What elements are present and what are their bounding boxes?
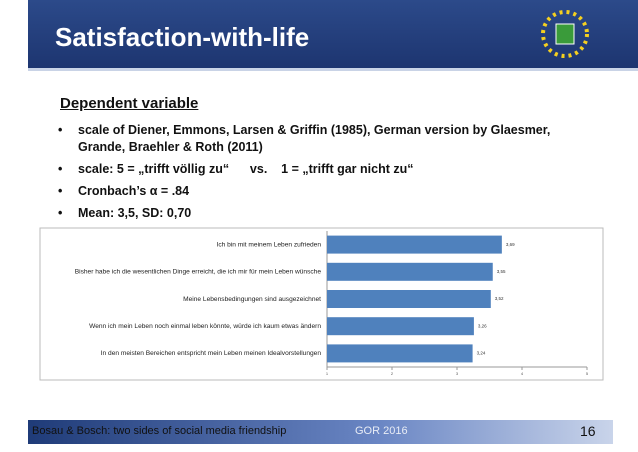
x-tick-label: 5 [586, 371, 589, 376]
footer-band [28, 420, 613, 444]
bullet: Mean: 3,5, SD: 0,70 [52, 205, 572, 222]
page-number: 16 [580, 423, 596, 439]
footer-text: Bosau & Bosch: two sides of social media… [32, 425, 287, 437]
logo [541, 10, 589, 58]
category-label: Bisher habe ich die wesentlichen Dinge e… [75, 269, 322, 276]
category-label: Meine Lebensbedingungen sind ausgezeichn… [183, 296, 321, 303]
bar [327, 317, 474, 336]
x-tick-label: 4 [521, 371, 524, 376]
x-tick-label: 3 [456, 371, 459, 376]
bullet: scale of Diener, Emmons, Larsen & Griffi… [52, 122, 572, 156]
x-tick-label: 2 [391, 371, 394, 376]
bullet: scale: 5 = „trifft völlig zu“ vs. 1 = „t… [52, 161, 572, 178]
value-label: 3,24 [477, 351, 486, 356]
chart-frame [39, 227, 604, 381]
value-label: 3,52 [495, 296, 504, 301]
slide-title: Satisfaction-with-life [55, 22, 310, 52]
bar [327, 290, 491, 308]
bullet: Cronbach’s α = .84 [52, 183, 572, 200]
header-band [28, 0, 638, 71]
bar [327, 344, 473, 363]
category-label: Wenn ich mein Leben noch einmal leben kö… [89, 323, 321, 330]
value-label: 3,55 [497, 269, 506, 274]
bullet-list: scale of Diener, Emmons, Larsen & Griffi… [52, 122, 572, 227]
category-label: In den meisten Bereichen entspricht mein… [101, 350, 322, 357]
bar [327, 262, 493, 281]
section-title: Dependent variable [60, 95, 199, 112]
x-tick-label: 1 [326, 371, 329, 376]
value-label: 3,69 [506, 242, 515, 247]
value-label: 3,26 [478, 323, 487, 328]
category-label: Ich bin mit meinem Leben zufrieden [217, 241, 322, 248]
bar [327, 235, 502, 254]
footer-event: GOR 2016 [355, 425, 408, 437]
